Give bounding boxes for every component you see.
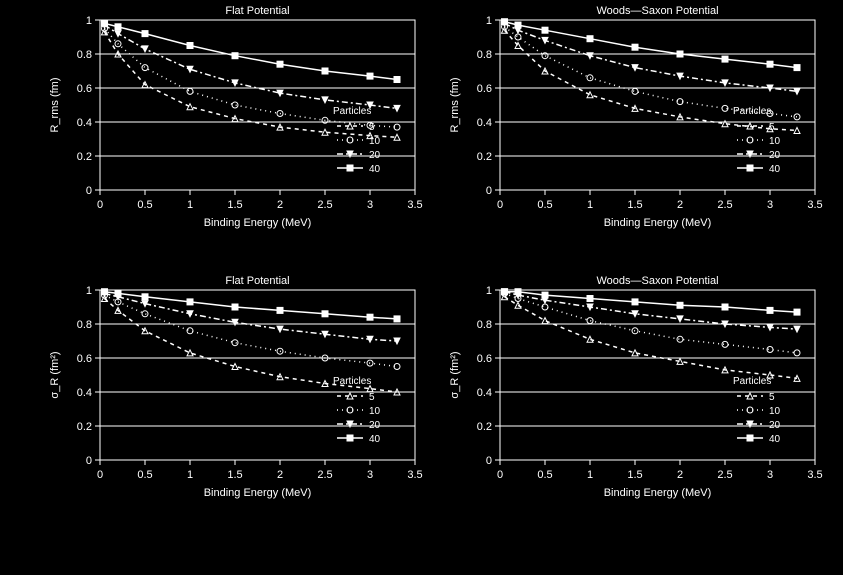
ytick-label: 1 bbox=[486, 15, 492, 27]
ytick-label: 0.4 bbox=[77, 117, 92, 129]
ytick-label: 1 bbox=[86, 285, 92, 297]
xtick-label: 2 bbox=[277, 199, 283, 211]
y-axis-label: R_rms (fm) bbox=[49, 78, 61, 133]
panel-title: Woods—Saxon Potential bbox=[596, 5, 718, 17]
legend-title: Particles bbox=[733, 376, 771, 387]
xtick-label: 2 bbox=[677, 199, 683, 211]
figure: 00.20.40.60.8100.511.522.533.5Flat Poten… bbox=[0, 0, 843, 575]
xtick-label: 0 bbox=[497, 199, 503, 211]
xtick-label: 1.5 bbox=[227, 469, 242, 481]
legend-item-label: 40 bbox=[369, 434, 381, 445]
xtick-label: 3 bbox=[367, 469, 373, 481]
ytick-label: 0.6 bbox=[477, 83, 492, 95]
legend-item-label: 40 bbox=[769, 164, 781, 175]
ytick-label: 0.6 bbox=[477, 353, 492, 365]
xtick-label: 1 bbox=[587, 199, 593, 211]
xtick-label: 3 bbox=[767, 469, 773, 481]
legend-title: Particles bbox=[733, 106, 771, 117]
ytick-label: 0 bbox=[486, 185, 492, 197]
xtick-label: 1.5 bbox=[227, 199, 242, 211]
xtick-label: 0 bbox=[497, 469, 503, 481]
legend-item-label: 5 bbox=[369, 122, 375, 133]
xtick-label: 2.5 bbox=[717, 199, 732, 211]
legend-item-label: 5 bbox=[769, 392, 775, 403]
xtick-label: 1 bbox=[187, 199, 193, 211]
xtick-label: 2 bbox=[677, 469, 683, 481]
ytick-label: 0 bbox=[486, 455, 492, 467]
xtick-label: 3 bbox=[367, 199, 373, 211]
ytick-label: 0.2 bbox=[77, 151, 92, 163]
ytick-label: 0.8 bbox=[477, 319, 492, 331]
xtick-label: 3.5 bbox=[807, 199, 822, 211]
xtick-label: 1.5 bbox=[627, 469, 642, 481]
xtick-label: 1.5 bbox=[627, 199, 642, 211]
ytick-label: 0.4 bbox=[77, 387, 92, 399]
legend-title: Particles bbox=[333, 106, 371, 117]
ytick-label: 0.8 bbox=[77, 319, 92, 331]
legend-item-label: 10 bbox=[769, 406, 781, 417]
xtick-label: 0.5 bbox=[137, 199, 152, 211]
legend-item-label: 20 bbox=[769, 420, 781, 431]
ytick-label: 1 bbox=[86, 15, 92, 27]
legend-item-label: 10 bbox=[769, 136, 781, 147]
ytick-label: 0.2 bbox=[77, 421, 92, 433]
legend-item-label: 5 bbox=[369, 392, 375, 403]
ytick-label: 0.6 bbox=[77, 353, 92, 365]
xtick-label: 0 bbox=[97, 199, 103, 211]
legend-item-label: 20 bbox=[369, 150, 381, 161]
xtick-label: 0.5 bbox=[137, 469, 152, 481]
xtick-label: 1 bbox=[587, 469, 593, 481]
x-axis-label: Binding Energy (MeV) bbox=[604, 217, 712, 229]
legend-title: Particles bbox=[333, 376, 371, 387]
ytick-label: 1 bbox=[486, 285, 492, 297]
panel-title: Flat Potential bbox=[225, 5, 289, 17]
legend-item-label: 20 bbox=[369, 420, 381, 431]
x-axis-label: Binding Energy (MeV) bbox=[204, 487, 312, 499]
y-axis-label: R_rms (fm) bbox=[449, 78, 461, 133]
xtick-label: 2.5 bbox=[317, 199, 332, 211]
ytick-label: 0.4 bbox=[477, 387, 492, 399]
xtick-label: 3.5 bbox=[407, 469, 422, 481]
panel-title: Flat Potential bbox=[225, 275, 289, 287]
legend-item-label: 10 bbox=[369, 406, 381, 417]
xtick-label: 2 bbox=[277, 469, 283, 481]
xtick-label: 2.5 bbox=[317, 469, 332, 481]
ytick-label: 0.6 bbox=[77, 83, 92, 95]
xtick-label: 2.5 bbox=[717, 469, 732, 481]
ytick-label: 0.2 bbox=[477, 151, 492, 163]
panel-title: Woods—Saxon Potential bbox=[596, 275, 718, 287]
xtick-label: 3.5 bbox=[807, 469, 822, 481]
xtick-label: 1 bbox=[187, 469, 193, 481]
xtick-label: 3 bbox=[767, 199, 773, 211]
xtick-label: 0.5 bbox=[537, 469, 552, 481]
ytick-label: 0.2 bbox=[477, 421, 492, 433]
y-axis-label: σ_R (fm²) bbox=[449, 351, 461, 398]
legend-item-label: 20 bbox=[769, 150, 781, 161]
ytick-label: 0 bbox=[86, 185, 92, 197]
ytick-label: 0.4 bbox=[477, 117, 492, 129]
x-axis-label: Binding Energy (MeV) bbox=[604, 487, 712, 499]
xtick-label: 3.5 bbox=[407, 199, 422, 211]
ytick-label: 0.8 bbox=[477, 49, 492, 61]
ytick-label: 0 bbox=[86, 455, 92, 467]
y-axis-label: σ_R (fm²) bbox=[49, 351, 61, 398]
ytick-label: 0.8 bbox=[77, 49, 92, 61]
legend-item-label: 10 bbox=[369, 136, 381, 147]
xtick-label: 0.5 bbox=[537, 199, 552, 211]
legend-item-label: 40 bbox=[369, 164, 381, 175]
legend-item-label: 5 bbox=[769, 122, 775, 133]
xtick-label: 0 bbox=[97, 469, 103, 481]
x-axis-label: Binding Energy (MeV) bbox=[204, 217, 312, 229]
legend-item-label: 40 bbox=[769, 434, 781, 445]
